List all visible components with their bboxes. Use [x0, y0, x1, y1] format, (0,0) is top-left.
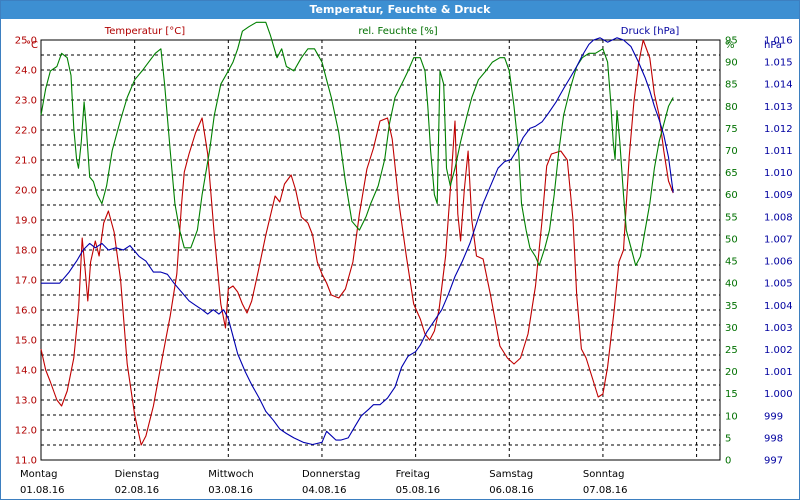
- pressure-tick-label: 1.007: [764, 234, 793, 245]
- humidity-tick-label: 5: [725, 433, 731, 444]
- pressure-tick-label: 1.013: [764, 102, 793, 113]
- pressure-tick-labels: 997 998 999 1.000 1.001 1.002 1.003 1.004 1.005 1…: [764, 36, 793, 467]
- temperature-tick-label: 21.0: [15, 156, 37, 167]
- temperature-tick-label: 20.0: [15, 186, 37, 197]
- humidity-tick-label: 15: [725, 389, 738, 400]
- pressure-tick-label: 1.005: [764, 279, 793, 290]
- temperature-tick-label: 15.0: [15, 336, 37, 347]
- x-label-day: Mittwoch: [208, 469, 253, 480]
- x-label-date: 06.08.16: [489, 485, 534, 496]
- humidity-tick-label: 65: [725, 168, 738, 179]
- temperature-tick-label: 14.0: [15, 366, 37, 377]
- temperature-tick-label: 23.0: [15, 96, 37, 107]
- pressure-tick-label: 1.003: [764, 323, 793, 334]
- series-line-pressure: [41, 37, 674, 446]
- chart-title: Temperatur, Feuchte & Druck: [309, 3, 491, 16]
- pressure-tick-label: 1.008: [764, 212, 793, 223]
- humidity-tick-label: 90: [725, 58, 738, 69]
- pressure-tick-label: 1.002: [764, 345, 793, 356]
- pressure-tick-label: 1.001: [764, 367, 793, 378]
- temperature-tick-label: 19.0: [15, 216, 37, 227]
- humidity-tick-label: 75: [725, 124, 738, 135]
- humidity-tick-label: 35: [725, 301, 738, 312]
- pressure-tick-label: 1.000: [764, 389, 793, 400]
- pressure-tick-label: 1.006: [764, 257, 793, 268]
- x-label-date: 03.08.16: [208, 485, 253, 496]
- temperature-tick-label: 25.0: [15, 36, 37, 47]
- pressure-axis-label: Druck [hPa]: [621, 26, 680, 37]
- x-axis-labels: Montag 01.08.16 Dienstag 02.08.16 Mittwoch 03…: [20, 469, 627, 496]
- humidity-unit: %: [725, 40, 735, 51]
- temperature-tick-label: 13.0: [15, 396, 37, 407]
- x-label-day: Montag: [20, 469, 57, 480]
- humidity-tick-label: 10: [725, 411, 738, 422]
- temperature-tick-label: 18.0: [15, 246, 37, 257]
- pressure-tick-label: 999: [764, 411, 783, 422]
- x-label-day: Samstag: [489, 469, 533, 480]
- x-label-date: 07.08.16: [583, 485, 628, 496]
- x-label-date: 01.08.16: [20, 485, 65, 496]
- x-label-day: Freitag: [396, 469, 430, 480]
- x-label-day: Dienstag: [115, 469, 160, 480]
- pressure-tick-label: 1.012: [764, 124, 793, 135]
- temperature-tick-label: 17.0: [15, 276, 37, 287]
- temperature-tick-label: 24.0: [15, 66, 37, 77]
- title-bar: Temperatur, Feuchte & Druck: [1, 1, 799, 19]
- pressure-unit: hPa: [764, 40, 782, 51]
- pressure-tick-label: 998: [764, 433, 783, 444]
- humidity-tick-label: 45: [725, 257, 738, 268]
- x-label-day: Sonntag: [583, 469, 625, 480]
- pressure-tick-label: 1.014: [764, 80, 793, 91]
- humidity-axis-label: rel. Feuchte [%]: [358, 26, 437, 37]
- series-lines: [40, 21, 674, 446]
- pressure-tick-label: 1.016: [764, 36, 793, 47]
- humidity-tick-label: 85: [725, 80, 738, 91]
- x-label-date: 04.08.16: [302, 485, 347, 496]
- humidity-tick-label: 20: [725, 367, 738, 378]
- temperature-axis-label: Temperatur [°C]: [104, 26, 185, 37]
- humidity-tick-label: 40: [725, 279, 738, 290]
- x-label-day: Donnerstag: [302, 469, 360, 480]
- temperature-tick-label: 12.0: [15, 426, 37, 437]
- pressure-tick-label: 1.010: [764, 168, 793, 179]
- humidity-tick-labels: 0 5 10 15 20 25 30 35 40 45 50 55 60 65 70 75 80 85 90 95: [725, 36, 738, 467]
- temperature-unit: °C: [26, 40, 38, 51]
- humidity-tick-label: 50: [725, 234, 738, 245]
- series-line-humidity: [40, 21, 674, 267]
- series-line-temperature: [40, 39, 674, 446]
- humidity-tick-label: 0: [725, 456, 731, 467]
- x-label-date: 05.08.16: [396, 485, 441, 496]
- temperature-tick-label: 22.0: [15, 126, 37, 137]
- humidity-tick-label: 25: [725, 345, 738, 356]
- humidity-tick-label: 30: [725, 323, 738, 334]
- pressure-tick-label: 997: [764, 456, 783, 467]
- humidity-tick-label: 60: [725, 190, 738, 201]
- humidity-tick-label: 70: [725, 146, 738, 157]
- pressure-tick-label: 1.009: [764, 190, 793, 201]
- humidity-tick-label: 95: [725, 36, 738, 47]
- humidity-tick-label: 80: [725, 102, 738, 113]
- temperature-tick-labels: 11.0 12.0 13.0 14.0 15.0 16.0 17.0 18.0 19.0 20.0…: [15, 36, 37, 467]
- x-label-date: 02.08.16: [115, 485, 160, 496]
- temperature-tick-label: 16.0: [15, 306, 37, 317]
- humidity-tick-label: 55: [725, 212, 738, 223]
- pressure-tick-label: 1.011: [764, 146, 793, 157]
- pressure-tick-label: 1.015: [764, 58, 793, 69]
- pressure-tick-label: 1.004: [764, 301, 793, 312]
- temperature-tick-label: 11.0: [15, 456, 37, 467]
